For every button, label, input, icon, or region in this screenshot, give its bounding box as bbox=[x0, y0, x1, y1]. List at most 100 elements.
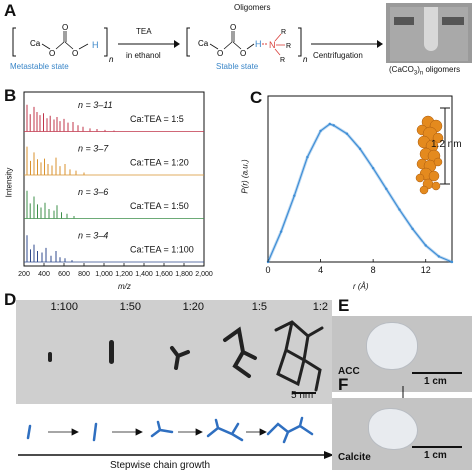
panel-e-label: E bbox=[338, 296, 350, 315]
svg-text:N: N bbox=[269, 40, 276, 50]
svg-text:Ca: Ca bbox=[30, 39, 41, 48]
acc-label: ACC bbox=[338, 366, 360, 377]
svg-text:O: O bbox=[240, 49, 246, 58]
ms-tick-label: 1,600 bbox=[155, 271, 173, 278]
panel-b-label: B bbox=[4, 86, 17, 105]
pr-point bbox=[345, 132, 349, 135]
pr-point bbox=[279, 230, 283, 233]
solvent-label: in ethanol bbox=[126, 51, 161, 60]
pr-point bbox=[293, 194, 296, 197]
acc-photo: ACC 1 cm bbox=[332, 316, 472, 392]
centrifugation-arrow bbox=[311, 40, 383, 48]
pr-point bbox=[437, 255, 441, 258]
calcite-label: Calcite bbox=[338, 452, 371, 463]
pr-xlabel: r (Å) bbox=[353, 282, 369, 291]
pr-point bbox=[411, 227, 414, 231]
pr-tick-label: 0 bbox=[265, 265, 270, 275]
pr-tick-label: 4 bbox=[318, 265, 323, 275]
ms-series-n: n = 3–11 bbox=[78, 100, 113, 110]
tem-ratio-label: 1:50 bbox=[119, 301, 141, 313]
ms-series-ratio: Ca:TEA = 1:5 bbox=[130, 114, 184, 124]
ms-series-ratio: Ca:TEA = 1:100 bbox=[130, 245, 194, 255]
ms-xlabel: m/z bbox=[118, 282, 131, 291]
calcite-scale-bar-label: 1 cm bbox=[424, 450, 447, 461]
ms-tick-label: 200 bbox=[18, 271, 30, 278]
ms-tick-label: 1,000 bbox=[95, 271, 113, 278]
svg-text:O: O bbox=[230, 23, 236, 32]
pr-curve bbox=[267, 123, 453, 263]
panel-c-label: C bbox=[250, 88, 263, 107]
tem-scale-bar-label: 5 nm bbox=[291, 390, 314, 401]
pr-point bbox=[385, 187, 388, 191]
pr-point bbox=[332, 124, 335, 127]
panel-d-label: D bbox=[4, 290, 17, 309]
svg-text:R: R bbox=[286, 43, 291, 50]
oligomers-product-label: (CaCO3)n oligomers bbox=[389, 65, 461, 77]
ms-tick-label: 1,200 bbox=[115, 271, 133, 278]
acc-scale-bar-label: 1 cm bbox=[424, 376, 447, 387]
panel-f-label: F bbox=[338, 375, 349, 394]
vial-photo bbox=[386, 3, 472, 63]
tem-ratio-label: 1:2 bbox=[312, 301, 328, 313]
pr-tick-label: 12 bbox=[421, 265, 431, 275]
ms-tick-label: 1,400 bbox=[135, 271, 153, 278]
pr-point bbox=[424, 244, 427, 247]
ms-frame bbox=[23, 91, 205, 267]
calcite-photo: Calcite 1 cm bbox=[332, 398, 472, 470]
pr-point bbox=[328, 122, 331, 126]
tem-image-3: 1:20 bbox=[142, 300, 208, 404]
pr-point bbox=[398, 208, 401, 211]
ms-series-n: n = 3–6 bbox=[78, 187, 108, 197]
pr-point bbox=[358, 147, 362, 151]
tem-ratio-label: 1:100 bbox=[50, 301, 78, 313]
svg-text:H: H bbox=[92, 40, 99, 50]
ms-tick-label: 800 bbox=[78, 271, 90, 278]
svg-text:R: R bbox=[281, 29, 286, 36]
oligomer-model-icon bbox=[415, 115, 444, 195]
pr-frame bbox=[267, 95, 453, 263]
reagent-label: TEA bbox=[136, 27, 152, 36]
ms-series-n: n = 3–4 bbox=[78, 231, 108, 241]
svg-text:Ca: Ca bbox=[198, 39, 209, 48]
ms-series-ratio: Ca:TEA = 1:50 bbox=[130, 201, 189, 211]
svg-text:n: n bbox=[109, 55, 114, 64]
pr-point bbox=[306, 155, 309, 159]
svg-text:O: O bbox=[217, 49, 223, 58]
svg-text:O: O bbox=[62, 23, 68, 32]
ms-tick-label: 2,000 bbox=[195, 271, 213, 278]
pr-point bbox=[450, 260, 454, 264]
ms-tick-label: 600 bbox=[58, 271, 70, 278]
oligomers-title: Oligomers bbox=[234, 3, 271, 12]
tem-image-4: 1:5 bbox=[205, 300, 271, 404]
tem-ratio-label: 1:20 bbox=[182, 301, 204, 313]
growth-label: Stepwise chain growth bbox=[110, 460, 211, 471]
ms-series-ratio: Ca:TEA = 1:20 bbox=[130, 158, 189, 168]
centrifugation-label: Centrifugation bbox=[313, 51, 363, 60]
tem-ratio-label: 1:5 bbox=[251, 301, 267, 313]
ms-tick-label: 1,800 bbox=[175, 271, 193, 278]
size-bracket bbox=[440, 107, 450, 185]
svg-text:R: R bbox=[280, 57, 285, 64]
ms-series-n: n = 3–7 bbox=[78, 144, 109, 154]
product-state-label: Stable state bbox=[216, 62, 259, 71]
tem-image-2: 1:50 bbox=[79, 300, 145, 404]
svg-text:n: n bbox=[303, 55, 308, 64]
size-label: 1.2 nm bbox=[431, 139, 462, 150]
ms-tick-label: 400 bbox=[38, 271, 50, 278]
reactant-structure: Ca O O O H n bbox=[12, 23, 114, 64]
pr-point bbox=[319, 129, 322, 133]
panel-a-label: A bbox=[4, 1, 17, 20]
growth-arrow bbox=[18, 451, 334, 459]
chain-growth-schematic bbox=[26, 416, 314, 444]
tem-image-5: 1:2 bbox=[268, 300, 332, 404]
svg-text:H: H bbox=[255, 39, 262, 49]
tem-image-1: 1:100 bbox=[16, 300, 82, 404]
pr-tick-label: 8 bbox=[371, 265, 376, 275]
product-structure: Ca O O O H N R R R n bbox=[186, 23, 308, 64]
reaction-arrow bbox=[118, 40, 180, 48]
reactant-state-label: Metastable state bbox=[10, 62, 69, 71]
svg-text:O: O bbox=[72, 49, 78, 58]
svg-text:O: O bbox=[49, 49, 55, 58]
